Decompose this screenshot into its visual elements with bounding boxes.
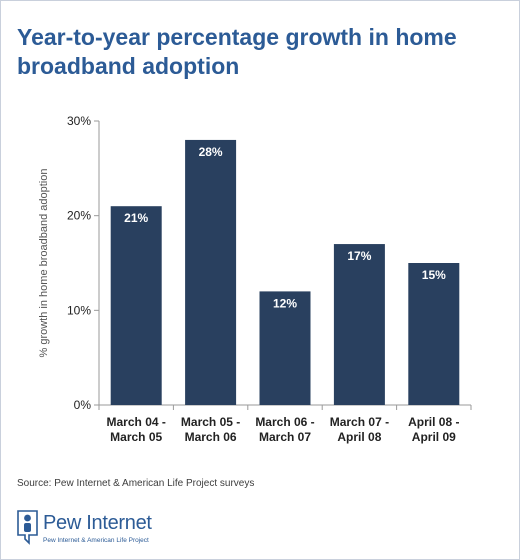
bar-data-label: 21% — [124, 211, 148, 225]
logo-name: Pew Internet — [43, 512, 152, 534]
y-tick-label: 10% — [67, 303, 91, 317]
x-category-label: March 05 — [110, 430, 162, 444]
y-tick-label: 20% — [67, 209, 91, 223]
y-tick-label: 30% — [67, 114, 91, 128]
bar — [333, 244, 385, 405]
source-note: Source: Pew Internet & American Life Pro… — [17, 478, 255, 489]
bar-chart: 0% 10% 20% 30% % growth in home broadband ad… — [38, 114, 472, 444]
bar — [110, 206, 162, 405]
pew-logo-icon — [17, 510, 38, 545]
y-tick-label: 0% — [74, 398, 92, 412]
x-category-label: April 08 - — [408, 415, 459, 429]
bar — [408, 263, 460, 405]
x-category-label: March 07 - — [330, 415, 389, 429]
bar-data-label: 17% — [347, 249, 371, 263]
y-axis-title: % growth in home broadband adoption — [38, 169, 50, 358]
x-category-label: March 04 - — [107, 415, 166, 429]
bar-data-label: 15% — [422, 268, 446, 282]
bar — [185, 139, 237, 405]
x-category-label: March 06 - — [255, 415, 314, 429]
chart-title: Year-to-year percentage growth in home b… — [17, 24, 457, 79]
x-category-label: March 05 - — [181, 415, 240, 429]
bar-data-label: 28% — [199, 145, 223, 159]
x-category-label: March 06 — [185, 430, 237, 444]
bar-data-label: 12% — [273, 296, 297, 310]
x-category-label: March 07 — [259, 430, 311, 444]
pew-internet-logo: Pew Internet Pew Internet & American Lif… — [15, 509, 215, 549]
x-category-label: April 09 — [412, 430, 456, 444]
x-category-label: April 08 — [337, 430, 381, 444]
bar — [259, 291, 311, 405]
logo-tagline: Pew Internet & American Life Project — [43, 537, 149, 544]
